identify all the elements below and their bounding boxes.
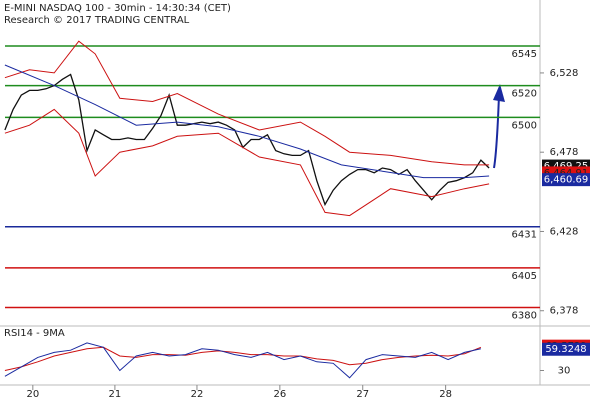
level-label: 6405 — [512, 271, 537, 282]
x-tick-label: 21 — [109, 389, 122, 400]
x-tick-label: 20 — [26, 389, 39, 400]
arrow-head — [493, 84, 505, 102]
x-tick-label: 28 — [439, 389, 452, 400]
chart-title: E-MINI NASDAQ 100 - 30min - 14:30:34 (CE… — [4, 3, 231, 14]
price-tag-label: 59.3248 — [545, 344, 586, 355]
chart-subtitle: Research © 2017 TRADING CENTRAL — [4, 15, 190, 26]
y-tick-label: 30 — [558, 366, 571, 377]
series-line — [4, 342, 482, 379]
price-tag — [542, 342, 590, 356]
series-line — [4, 108, 490, 217]
y-tick-label: 6,428 — [550, 226, 579, 237]
x-tick-label: 22 — [191, 389, 204, 400]
rsi-title: RSI14 - 9MA — [4, 328, 65, 339]
x-tick-label: 27 — [356, 389, 369, 400]
level-label: 6500 — [512, 120, 537, 131]
level-label: 6545 — [512, 49, 537, 60]
series-line — [4, 40, 490, 166]
series-line — [4, 64, 490, 179]
y-tick-label: 6,478 — [550, 147, 579, 158]
price-tag — [542, 173, 590, 187]
series-line — [4, 73, 490, 207]
level-label: 6380 — [512, 311, 537, 322]
series-line — [4, 346, 482, 371]
level-label: 6431 — [512, 230, 537, 241]
x-tick-label: 26 — [273, 389, 286, 400]
forecast-arrow — [493, 94, 500, 169]
level-label: 6520 — [512, 89, 537, 100]
price-tag-label: 6,460.69 — [544, 175, 589, 186]
y-tick-label: 6,528 — [550, 68, 579, 79]
y-tick-label: 6,378 — [550, 306, 579, 317]
